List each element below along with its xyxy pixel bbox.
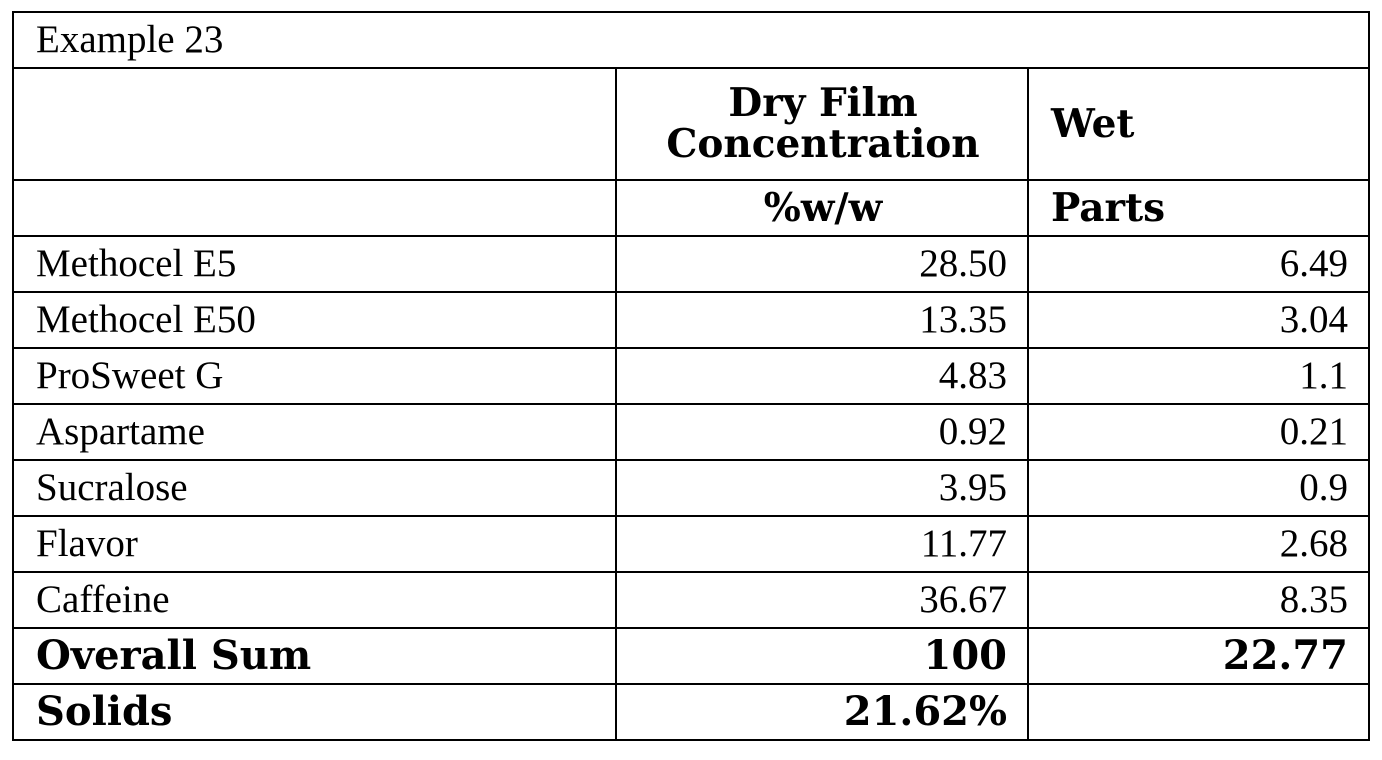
header-dry-film-line2: Concentration: [666, 121, 980, 167]
solids-label: Solids: [12, 683, 617, 741]
dry-value: 11.77: [615, 515, 1029, 573]
wet-value: 0.21: [1027, 403, 1370, 461]
table-row: Methocel E5 28.50 6.49: [12, 235, 1370, 293]
table-row: Sucralose 3.95 0.9: [12, 459, 1370, 517]
wet-value: 2.68: [1027, 515, 1370, 573]
overall-sum-label: Overall Sum: [12, 627, 617, 685]
wet-value: 3.04: [1027, 291, 1370, 349]
dry-value: 28.50: [615, 235, 1029, 293]
overall-sum-dry: 100: [615, 627, 1029, 685]
ingredient-name: Methocel E5: [12, 235, 617, 293]
wet-value: 6.49: [1027, 235, 1370, 293]
wet-value: 0.9: [1027, 459, 1370, 517]
ingredient-name: Sucralose: [12, 459, 617, 517]
solids-wet: [1027, 683, 1370, 741]
wet-value: 8.35: [1027, 571, 1370, 629]
table-row: Aspartame 0.92 0.21: [12, 403, 1370, 461]
units-parts: Parts: [1027, 179, 1370, 237]
table-title-row: Example 23: [12, 11, 1370, 69]
wet-value: 1.1: [1027, 347, 1370, 405]
header-row: Dry Film Concentration Wet: [12, 67, 1370, 181]
header-dry-film-line1: Dry Film: [728, 80, 918, 127]
example-23-table: Example 23 Dry Film Concentration Wet %w…: [12, 11, 1370, 741]
table-row: Methocel E50 13.35 3.04: [12, 291, 1370, 349]
dry-value: 0.92: [615, 403, 1029, 461]
header-wet: Wet: [1027, 67, 1370, 181]
units-percent-w-w: %w/w: [615, 179, 1029, 237]
dry-value: 13.35: [615, 291, 1029, 349]
ingredient-name: Aspartame: [12, 403, 617, 461]
ingredient-name: Methocel E50: [12, 291, 617, 349]
ingredient-name: Flavor: [12, 515, 617, 573]
ingredient-name: ProSweet G: [12, 347, 617, 405]
overall-sum-wet: 22.77: [1027, 627, 1370, 685]
ingredient-name: Caffeine: [12, 571, 617, 629]
solids-dry: 21.62%: [615, 683, 1029, 741]
dry-value: 4.83: [615, 347, 1029, 405]
overall-sum-row: Overall Sum 100 22.77: [12, 627, 1370, 685]
table-row: Caffeine 36.67 8.35: [12, 571, 1370, 629]
solids-row: Solids 21.62%: [12, 683, 1370, 741]
table-title: Example 23: [12, 11, 1370, 69]
dry-value: 36.67: [615, 571, 1029, 629]
dry-value: 3.95: [615, 459, 1029, 517]
header-empty-cell: [12, 67, 617, 181]
header-dry-film-concentration: Dry Film Concentration: [615, 67, 1029, 181]
units-empty-cell: [12, 179, 617, 237]
table-row: ProSweet G 4.83 1.1: [12, 347, 1370, 405]
table-row: Flavor 11.77 2.68: [12, 515, 1370, 573]
units-row: %w/w Parts: [12, 179, 1370, 237]
